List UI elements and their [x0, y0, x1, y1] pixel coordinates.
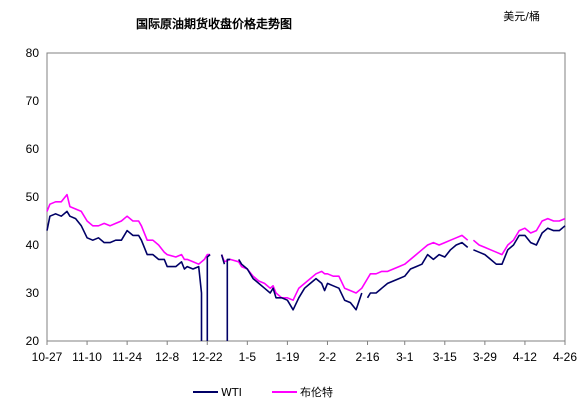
series-line-wti — [238, 258, 363, 311]
series-layer — [46, 193, 566, 341]
plot-area-frame — [46, 52, 566, 342]
y-tick-label: 50 — [26, 190, 40, 204]
chart-title: 国际原油期货收盘价格走势图 — [136, 16, 292, 31]
x-tick-label: 4-26 — [553, 350, 577, 364]
legend-label-wti: WTI — [221, 386, 242, 399]
series-line-wti — [226, 258, 231, 341]
x-tick-label: 12-22 — [192, 350, 223, 364]
x-tick-label: 2-2 — [319, 350, 337, 364]
y-tick-label: 30 — [26, 286, 40, 300]
series-line-wti — [220, 254, 226, 265]
series-line-wti — [366, 241, 469, 299]
legend-label-brent: 布伦特 — [300, 385, 333, 399]
series-line-wti — [46, 210, 203, 341]
x-tick-label: 1-5 — [239, 350, 257, 364]
series-line-brent — [220, 234, 469, 302]
y-tick-label: 80 — [26, 46, 40, 60]
legend: WTI 布伦特 — [193, 385, 333, 399]
x-tick-label: 11-10 — [72, 350, 102, 364]
y-tick-label: 70 — [26, 94, 40, 108]
series-line-wti — [206, 253, 211, 341]
y-tick-label: 20 — [26, 334, 40, 348]
y-tick-label: 60 — [26, 142, 40, 156]
y-axis-labels: 20 30 40 50 60 70 80 — [26, 46, 40, 348]
x-tick-label: 3-1 — [396, 350, 414, 364]
y-tick-label: 40 — [26, 238, 40, 252]
series-line-wti — [473, 225, 566, 266]
x-tick-label: 3-15 — [433, 350, 457, 364]
x-tick-label: 12-8 — [155, 350, 179, 364]
x-tick-label: 11-24 — [112, 350, 142, 364]
series-line-brent — [46, 193, 211, 266]
x-axis: 10-27 11-10 11-24 12-8 12-22 1-5 1-19 2-2 2-16 3-… — [32, 341, 577, 364]
x-tick-label: 1-19 — [275, 350, 299, 364]
x-tick-label: 2-16 — [356, 350, 380, 364]
series-line-brent — [472, 217, 566, 256]
x-tick-label: 3-29 — [473, 350, 497, 364]
x-tick-label: 10-27 — [32, 350, 63, 364]
unit-label: 美元/桶 — [503, 9, 540, 23]
x-tick-label: 4-12 — [513, 350, 537, 364]
